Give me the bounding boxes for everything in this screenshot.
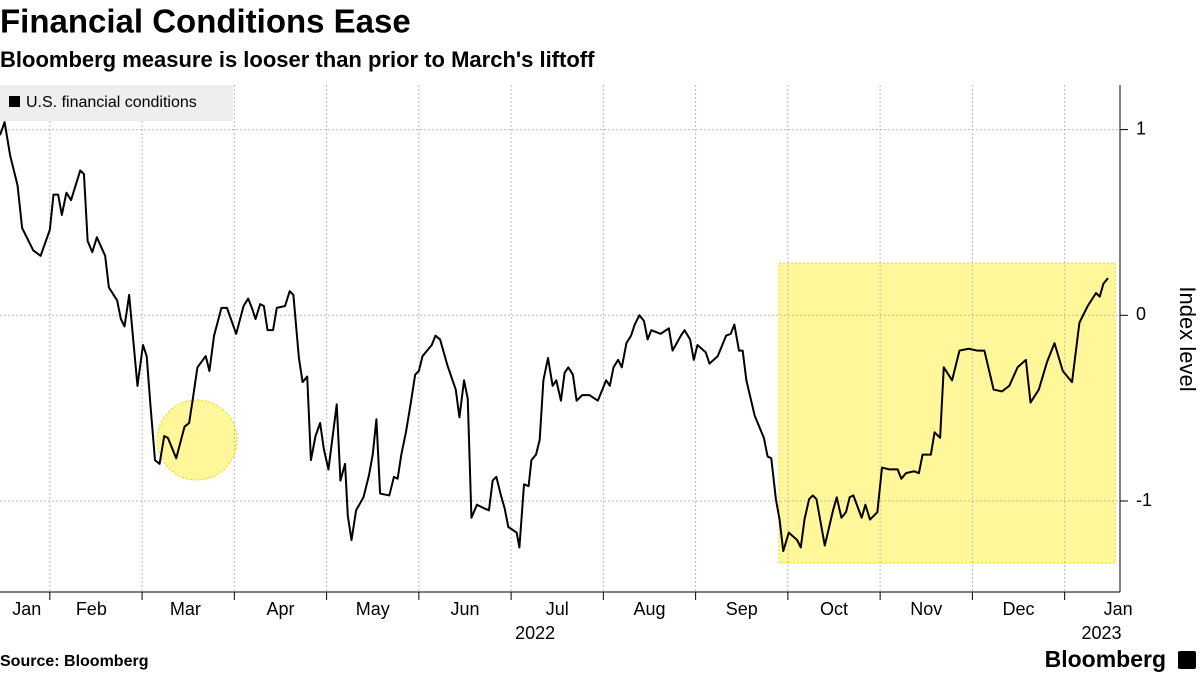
x-tick-label: Mar <box>170 599 201 619</box>
chart-subtitle: Bloomberg measure is looser than prior t… <box>0 47 595 72</box>
x-tick-label: Aug <box>633 599 665 619</box>
legend-swatch <box>9 96 20 107</box>
x-tick-label: May <box>356 599 390 619</box>
x-tick-label: Oct <box>820 599 848 619</box>
x-tick-label: Jan <box>1104 599 1133 619</box>
chart-title: Financial Conditions Ease <box>0 3 411 40</box>
highlight-circle <box>156 399 238 481</box>
year-label: 2022 <box>515 623 555 643</box>
grid <box>0 85 1120 592</box>
x-tick-label: Feb <box>76 599 107 619</box>
x-tick-label: Apr <box>266 599 294 619</box>
logo: Bloomberg <box>1045 646 1166 672</box>
x-tick-label: Sep <box>726 599 758 619</box>
y-tick-label: 0 <box>1136 304 1146 324</box>
x-tick-label: Nov <box>910 599 942 619</box>
y-axis-label: Index level <box>1175 286 1200 391</box>
logo-icon <box>1178 651 1196 669</box>
x-tick-label: Jul <box>546 599 569 619</box>
source: Source: Bloomberg <box>0 653 148 670</box>
y-tick-label: -1 <box>1136 490 1152 510</box>
year-label: 2023 <box>1082 623 1122 643</box>
legend-label: U.S. financial conditions <box>26 94 197 111</box>
x-tick-label: Jan <box>12 599 41 619</box>
legend-box <box>0 85 233 121</box>
x-tick-label: Dec <box>1003 599 1035 619</box>
highlight-box <box>778 262 1116 564</box>
y-tick-label: 1 <box>1136 118 1146 138</box>
x-tick-label: Jun <box>450 599 479 619</box>
data-line <box>0 121 1109 553</box>
